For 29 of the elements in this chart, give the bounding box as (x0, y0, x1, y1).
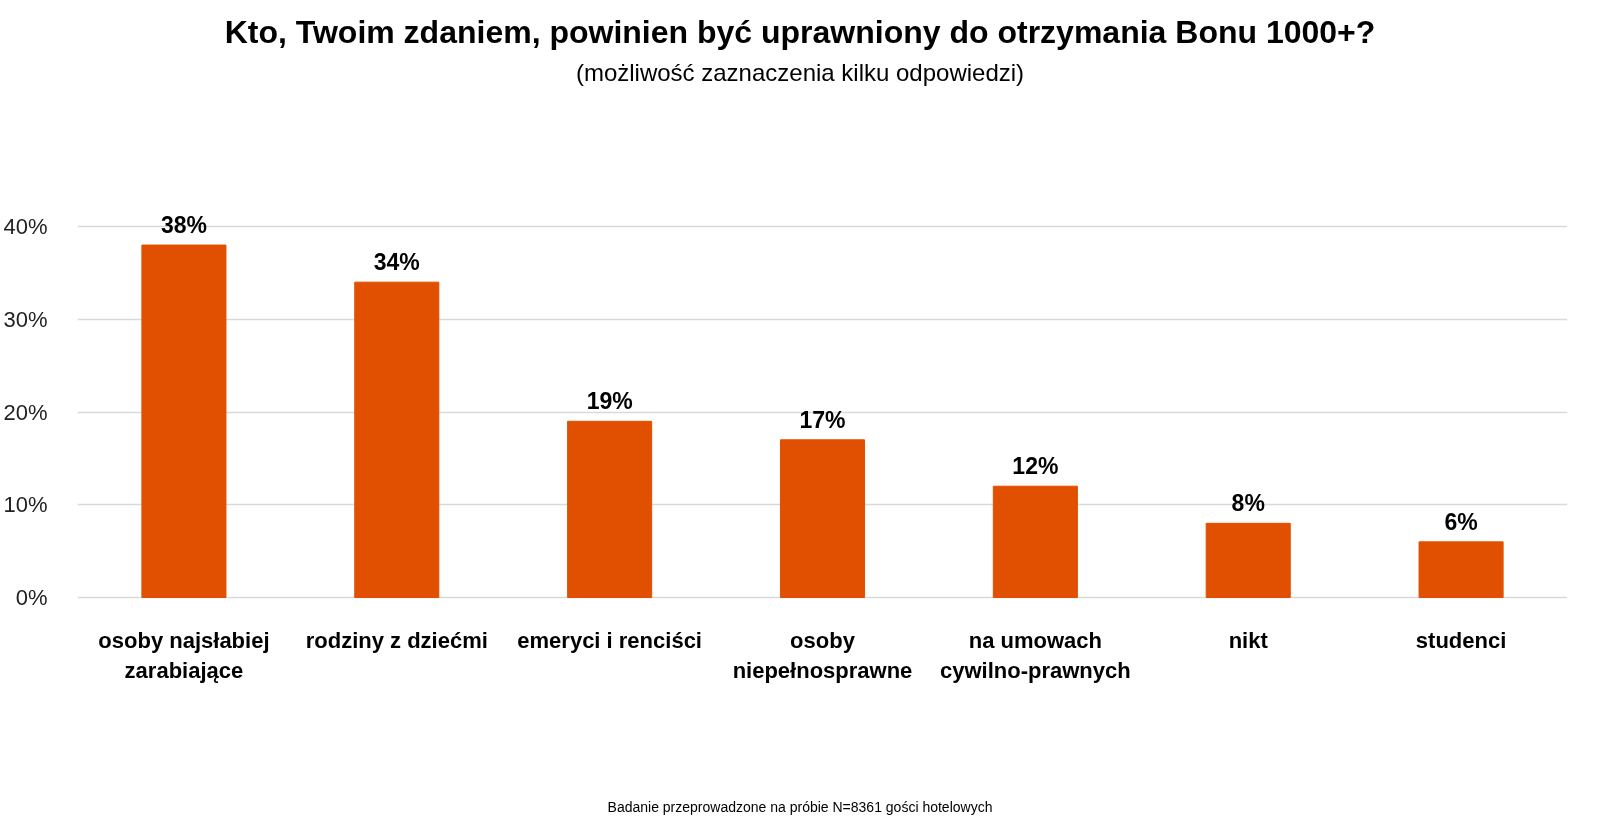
bar (1418, 541, 1504, 598)
chart-subtitle: (możliwość zaznaczenia kilku odpowiedzi) (575, 59, 1025, 86)
data-label: 34% (373, 249, 420, 276)
bar (779, 439, 866, 598)
bar (992, 485, 1078, 598)
chart-title: Kto, Twoim zdaniem, powinien być uprawniony do otrzymania Bonu 1000+? (224, 14, 1376, 50)
x-tick-label: studenci (1415, 627, 1507, 653)
x-tick-label: rodziny z dziećmi (305, 627, 488, 653)
data-label: 17% (799, 406, 846, 433)
y-tick-label: 0% (15, 585, 48, 610)
x-tick-label: osoby niepełnosprawne (732, 627, 913, 683)
bar (141, 244, 227, 598)
data-label: 19% (586, 388, 633, 415)
y-tick-label: 40% (3, 214, 48, 239)
data-label: 8% (1231, 490, 1265, 517)
y-tick-label: 20% (3, 399, 48, 425)
data-label: 38% (160, 212, 207, 239)
data-label: 12% (1012, 453, 1059, 480)
x-tick-label: osoby najsłabiej zarabiające (98, 627, 270, 683)
data-label: 6% (1444, 508, 1478, 535)
x-tick-label: na umowach cywilno-prawnych (940, 627, 1131, 683)
x-tick-label: nikt (1228, 627, 1269, 653)
x-tick-label: emeryci i renciści (517, 627, 702, 653)
text: Badanie przeprowadzone na próbie N=8361 gości hotelowych (607, 798, 993, 817)
y-tick-label: 10% (3, 492, 48, 518)
y-tick-label: 30% (3, 306, 48, 332)
bar (1205, 522, 1291, 598)
bar (567, 420, 653, 598)
bar (354, 281, 440, 598)
